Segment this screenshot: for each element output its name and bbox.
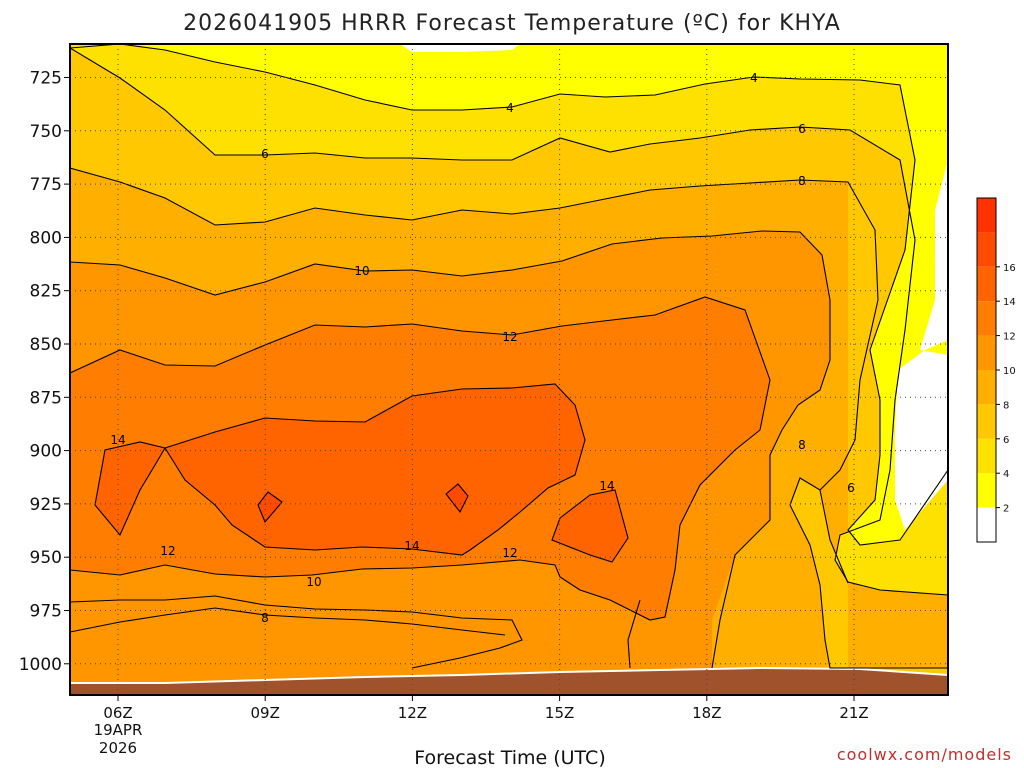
y-tick-label: 775 xyxy=(30,175,62,195)
contour-line xyxy=(70,607,506,636)
y-tick-label: 725 xyxy=(30,69,62,89)
contour-label: 8 xyxy=(798,438,806,452)
contour-label: 14 xyxy=(599,479,614,493)
colorbar-swatch xyxy=(977,473,996,508)
contour-line xyxy=(627,599,641,669)
band-above-14b xyxy=(95,442,165,535)
y-tick-label: 975 xyxy=(30,602,62,622)
colorbar: 2 4 6 8 10 12 14 16 xyxy=(976,197,1016,543)
colorbar-swatch xyxy=(977,370,996,405)
x-tick-label: 18Z xyxy=(692,704,721,722)
ground-edge xyxy=(70,666,948,684)
band-below-8 xyxy=(70,44,948,695)
contour-label: 6 xyxy=(847,481,855,495)
band-below-2 xyxy=(895,44,948,530)
contour-label: 12 xyxy=(160,544,175,558)
contour-line xyxy=(257,491,283,524)
contour-label: 10 xyxy=(354,264,369,278)
colorbar-tick-label: 14 xyxy=(1003,297,1016,308)
contour-label: 12 xyxy=(502,546,517,560)
contour-label: 6 xyxy=(261,147,269,161)
contour-line xyxy=(164,383,586,556)
colorbar-tick-label: 12 xyxy=(1003,332,1016,343)
x-tick-label: 12Z xyxy=(398,704,427,722)
y-tick-label: 925 xyxy=(30,495,62,515)
colorbar-swatch xyxy=(977,232,996,267)
contour-label: 14 xyxy=(404,539,419,553)
grid xyxy=(70,44,948,695)
contour-line xyxy=(551,489,629,563)
x-year-label: 2026 xyxy=(99,739,137,757)
temperature-field xyxy=(70,44,948,695)
y-tick-label: 875 xyxy=(30,388,62,408)
credit-text: coolwx.com/models xyxy=(837,745,1012,764)
colorbar-tick-label: 16 xyxy=(1003,263,1016,274)
colorbar-tick-label: 2 xyxy=(1003,504,1009,515)
colorbar-swatch xyxy=(977,507,996,542)
contour-lines xyxy=(70,44,948,669)
contour-label: 14 xyxy=(110,433,125,447)
y-axis: 725 750 775 800 825 850 875 900 925 950 975 1000 xyxy=(19,69,70,675)
colorbar-tick-label: 6 xyxy=(1003,435,1009,446)
contour-label: 4 xyxy=(750,71,758,85)
contour-line xyxy=(789,504,948,669)
band-below-2-top xyxy=(400,44,520,52)
colorbar-tick-label: 10 xyxy=(1003,366,1016,377)
contour-line xyxy=(94,441,166,537)
ground xyxy=(70,668,948,695)
contour-labels: 4 4 6 6 8 8 10 12 14 14 14 12 10 8 12 8 … xyxy=(110,71,855,625)
band-above-14c xyxy=(552,490,628,562)
colorbar-swatch xyxy=(977,198,996,233)
band-above-16a xyxy=(258,492,282,522)
contour-line xyxy=(70,47,948,596)
y-tick-label: 900 xyxy=(30,442,62,462)
colorbar-swatch xyxy=(977,438,996,474)
contour-line xyxy=(70,595,523,669)
contour-label: 8 xyxy=(798,174,806,188)
contour-line xyxy=(119,44,948,546)
x-date-label: 19APR xyxy=(94,721,143,739)
x-axis: 06Z 09Z 12Z 15Z 18Z 21Z xyxy=(103,695,869,722)
colorbar-swatch xyxy=(977,266,996,302)
colorbar-swatch xyxy=(977,335,996,370)
x-tick-label: 09Z xyxy=(251,704,280,722)
chart-title: 2026041905 HRRR Forecast Temperature (ºC… xyxy=(183,11,841,36)
colorbar-swatch xyxy=(977,301,996,336)
contour-label: 6 xyxy=(798,122,806,136)
x-tick-label: 15Z xyxy=(545,704,574,722)
colorbar-swatch xyxy=(977,404,996,439)
y-tick-label: 1000 xyxy=(19,655,62,675)
x-tick-label: 06Z xyxy=(103,704,132,722)
contour-label: 10 xyxy=(306,575,321,589)
contour-label: 8 xyxy=(261,611,269,625)
x-axis-label: Forecast Time (UTC) xyxy=(414,747,605,768)
contour-line xyxy=(445,483,469,514)
contour-line xyxy=(789,477,821,506)
y-tick-label: 750 xyxy=(30,122,62,142)
contour-line xyxy=(70,296,771,621)
x-tick-label: 21Z xyxy=(839,704,868,722)
contour-line xyxy=(70,167,879,584)
contour-label: 12 xyxy=(502,330,517,344)
contour-label: 4 xyxy=(506,101,514,115)
y-tick-label: 800 xyxy=(30,228,62,248)
y-tick-label: 850 xyxy=(30,335,62,355)
contour-line xyxy=(70,230,831,669)
y-tick-label: 825 xyxy=(30,282,62,302)
band-above-16b xyxy=(446,484,468,512)
colorbar-tick-label: 4 xyxy=(1003,469,1009,480)
colorbar-tick-label: 8 xyxy=(1003,400,1009,411)
plot-frame xyxy=(69,43,949,696)
y-tick-label: 950 xyxy=(30,548,62,568)
